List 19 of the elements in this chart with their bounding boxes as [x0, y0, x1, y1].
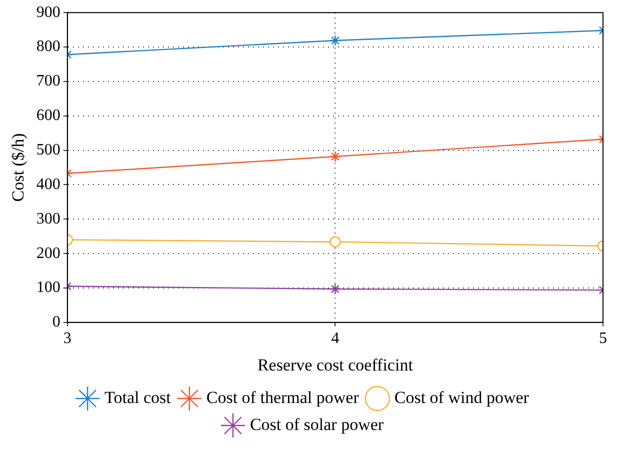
x-tick-label: 5	[599, 330, 607, 348]
y-tick-label: 600	[36, 107, 60, 124]
legend-label: Cost of thermal power	[206, 388, 360, 407]
y-tick-label: 200	[36, 244, 60, 262]
legend-label: Cost of solar power	[250, 414, 384, 434]
y-tick-label: 400	[36, 176, 60, 193]
y-tick-label: 500	[36, 141, 60, 158]
y-axis-title: Cost ($/h)	[8, 133, 28, 202]
legend-label: Cost of wind power	[394, 388, 530, 407]
x-tick-label: 3	[63, 330, 72, 348]
y-tick-label: 800	[36, 38, 60, 56]
y-tick-label: 700	[36, 72, 60, 90]
y-tick-label: 300	[36, 210, 60, 228]
x-tick-label: 4	[331, 330, 340, 348]
x-axis-title: Reserve cost coefficint	[257, 355, 414, 374]
legend-label: Total cost	[104, 388, 172, 407]
y-tick-label: 100	[36, 279, 60, 296]
y-tick-label: 0	[52, 314, 60, 331]
y-tick-label: 900	[36, 4, 60, 21]
